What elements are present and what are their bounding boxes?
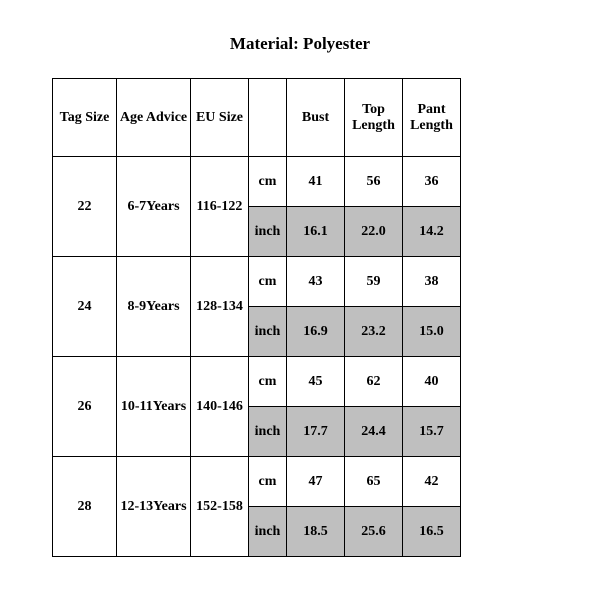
- cell-top-length: 25.6: [345, 507, 403, 557]
- cell-age-advice: 10-11Years: [117, 357, 191, 457]
- cell-eu-size: 116-122: [191, 157, 249, 257]
- cell-pant-length: 42: [403, 457, 461, 507]
- cell-bust: 16.9: [287, 307, 345, 357]
- cell-unit: cm: [249, 257, 287, 307]
- cell-top-length: 56: [345, 157, 403, 207]
- cell-tag-size: 24: [53, 257, 117, 357]
- cell-pant-length: 15.7: [403, 407, 461, 457]
- cell-unit: cm: [249, 157, 287, 207]
- page-title: Material: Polyester: [0, 0, 600, 78]
- table-row: 226-7Years116-122cm415636: [53, 157, 461, 207]
- table-row: 2812-13Years152-158cm476542: [53, 457, 461, 507]
- cell-pant-length: 16.5: [403, 507, 461, 557]
- col-top-length: Top Length: [345, 79, 403, 157]
- table-row: 248-9Years128-134cm435938: [53, 257, 461, 307]
- cell-unit: inch: [249, 207, 287, 257]
- cell-bust: 17.7: [287, 407, 345, 457]
- cell-bust: 45: [287, 357, 345, 407]
- cell-bust: 43: [287, 257, 345, 307]
- cell-unit: inch: [249, 507, 287, 557]
- col-bust: Bust: [287, 79, 345, 157]
- cell-unit: inch: [249, 407, 287, 457]
- cell-pant-length: 36: [403, 157, 461, 207]
- cell-top-length: 59: [345, 257, 403, 307]
- cell-eu-size: 152-158: [191, 457, 249, 557]
- cell-bust: 47: [287, 457, 345, 507]
- cell-unit: inch: [249, 307, 287, 357]
- cell-unit: cm: [249, 457, 287, 507]
- cell-top-length: 62: [345, 357, 403, 407]
- cell-eu-size: 140-146: [191, 357, 249, 457]
- cell-bust: 18.5: [287, 507, 345, 557]
- col-pant-length: Pant Length: [403, 79, 461, 157]
- cell-age-advice: 12-13Years: [117, 457, 191, 557]
- cell-top-length: 23.2: [345, 307, 403, 357]
- cell-bust: 16.1: [287, 207, 345, 257]
- cell-eu-size: 128-134: [191, 257, 249, 357]
- cell-top-length: 24.4: [345, 407, 403, 457]
- cell-bust: 41: [287, 157, 345, 207]
- col-tag-size: Tag Size: [53, 79, 117, 157]
- cell-pant-length: 15.0: [403, 307, 461, 357]
- col-eu-size: EU Size: [191, 79, 249, 157]
- table-row: 2610-11Years140-146cm456240: [53, 357, 461, 407]
- cell-pant-length: 14.2: [403, 207, 461, 257]
- cell-top-length: 65: [345, 457, 403, 507]
- col-age-advice: Age Advice: [117, 79, 191, 157]
- col-unit: [249, 79, 287, 157]
- cell-age-advice: 6-7Years: [117, 157, 191, 257]
- size-table: Tag Size Age Advice EU Size Bust Top Len…: [52, 78, 461, 557]
- cell-tag-size: 28: [53, 457, 117, 557]
- table-header-row: Tag Size Age Advice EU Size Bust Top Len…: [53, 79, 461, 157]
- cell-age-advice: 8-9Years: [117, 257, 191, 357]
- cell-pant-length: 38: [403, 257, 461, 307]
- cell-tag-size: 22: [53, 157, 117, 257]
- cell-pant-length: 40: [403, 357, 461, 407]
- cell-top-length: 22.0: [345, 207, 403, 257]
- cell-unit: cm: [249, 357, 287, 407]
- table-body: 226-7Years116-122cm415636inch16.122.014.…: [53, 157, 461, 557]
- cell-tag-size: 26: [53, 357, 117, 457]
